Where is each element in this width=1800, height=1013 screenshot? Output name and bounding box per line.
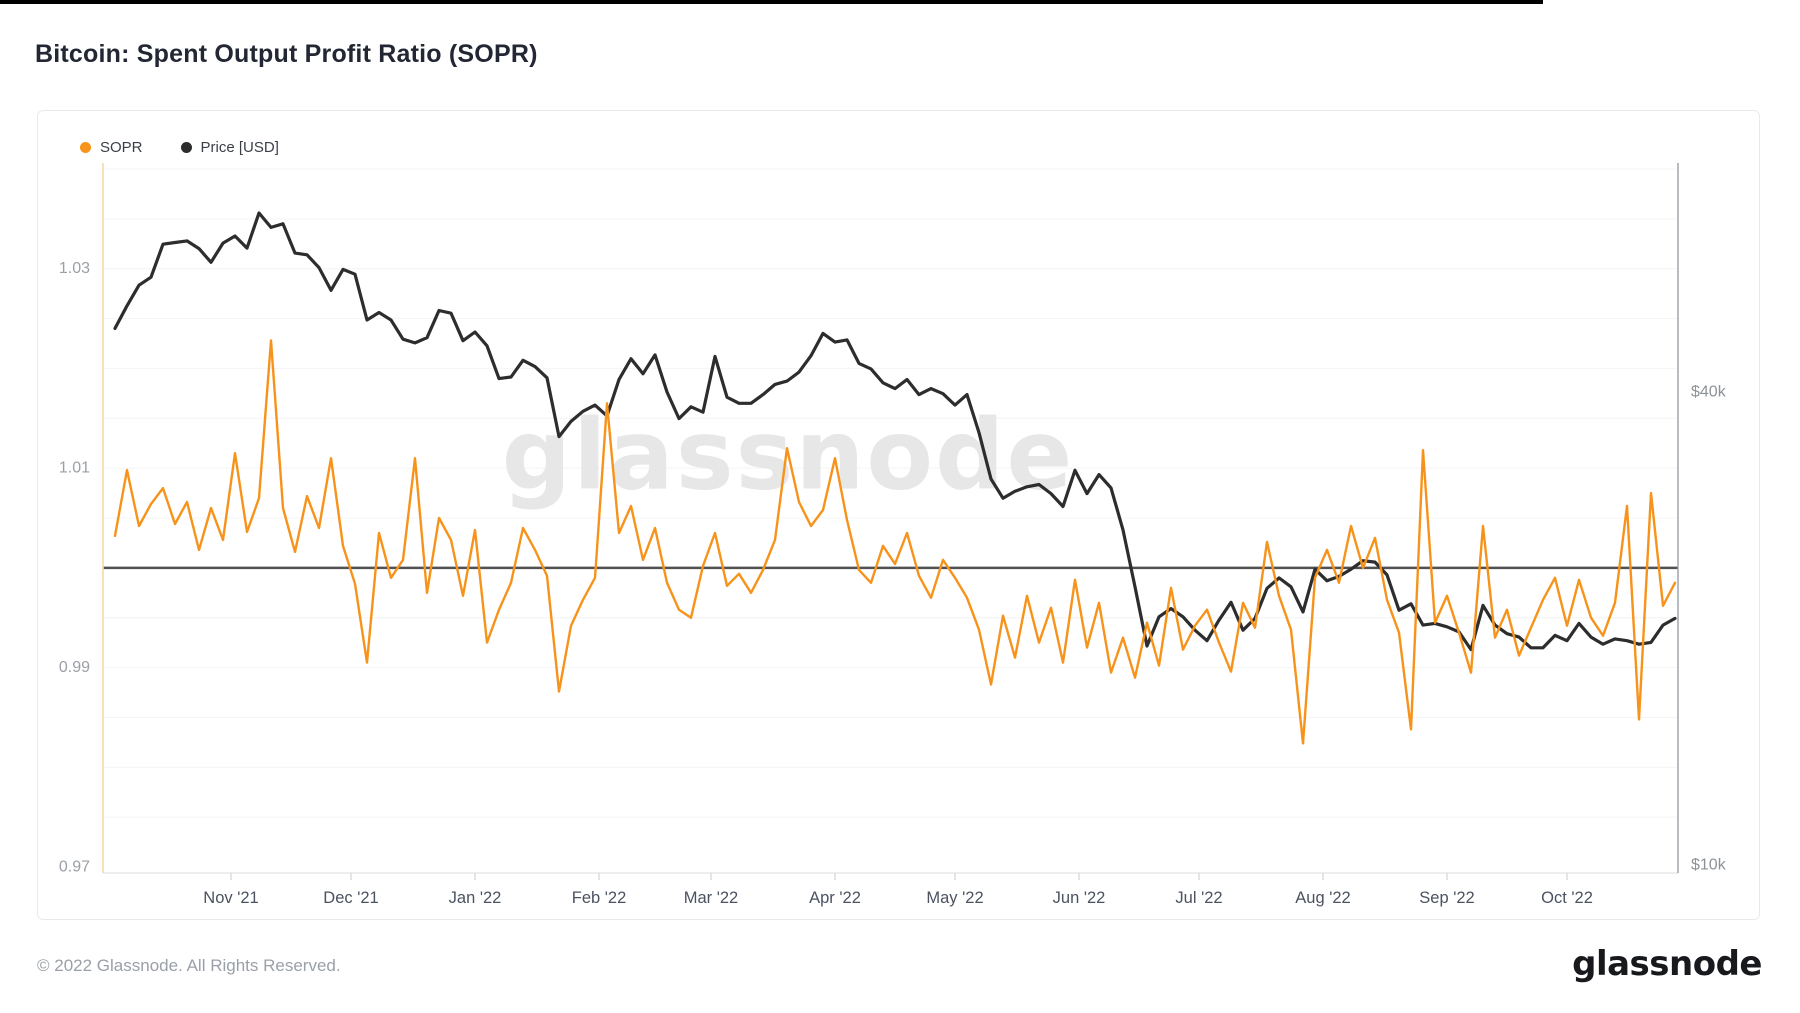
- x-tick-label: Oct '22: [1541, 889, 1593, 907]
- x-tick-label: May '22: [926, 889, 983, 907]
- x-tick-label: Nov '21: [203, 889, 258, 907]
- left-axis-tick-label: 0.99: [59, 659, 90, 676]
- right-axis-tick-label: $40k: [1691, 384, 1727, 401]
- page-title: Bitcoin: Spent Output Profit Ratio (SOPR…: [35, 40, 538, 68]
- left-axis-tick-label: 0.97: [59, 859, 90, 876]
- left-axis-tick-label: 1.03: [59, 260, 90, 277]
- legend-item-label: Price [USD]: [200, 139, 279, 156]
- legend-item-sopr[interactable]: SOPR: [80, 139, 143, 156]
- copyright-text: © 2022 Glassnode. All Rights Reserved.: [37, 956, 341, 975]
- left-axis-tick-label: 1.01: [59, 460, 90, 477]
- x-tick-label: Dec '21: [323, 889, 378, 907]
- x-tick-label: Mar '22: [684, 889, 739, 907]
- right-axis-tick-label: $10k: [1691, 856, 1727, 873]
- x-tick-label: Feb '22: [572, 889, 627, 907]
- chart-legend: SOPR Price [USD]: [80, 139, 279, 156]
- glassnode-wordmark: glassnode: [1572, 944, 1762, 984]
- sopr-legend-dot-icon: [80, 142, 91, 153]
- x-tick-label: Aug '22: [1295, 889, 1350, 907]
- x-tick-label: Apr '22: [809, 889, 861, 907]
- legend-item-label: SOPR: [100, 139, 143, 156]
- x-tick-label: Jan '22: [449, 889, 502, 907]
- price-legend-dot-icon: [180, 142, 192, 153]
- x-tick-label: Jul '22: [1175, 889, 1222, 907]
- window-top-edge: [0, 0, 1543, 4]
- x-tick-label: Jun '22: [1053, 889, 1106, 907]
- sopr-line: [113, 339, 1677, 745]
- x-tick-label: Sep '22: [1419, 889, 1474, 907]
- chart-card: [37, 110, 1760, 920]
- legend-item-price[interactable]: Price [USD]: [180, 139, 279, 156]
